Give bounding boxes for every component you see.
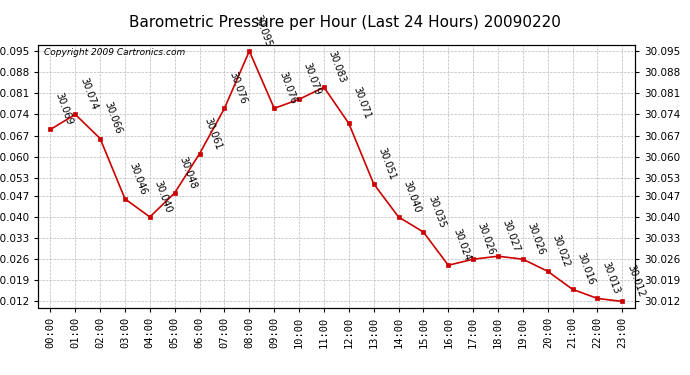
Text: 30.035: 30.035 xyxy=(426,194,447,229)
Text: 30.026: 30.026 xyxy=(526,221,546,256)
Text: 30.040: 30.040 xyxy=(152,179,173,214)
Text: 30.012: 30.012 xyxy=(625,264,646,299)
Text: Barometric Pressure per Hour (Last 24 Hours) 20090220: Barometric Pressure per Hour (Last 24 Ho… xyxy=(129,15,561,30)
Text: Copyright 2009 Cartronics.com: Copyright 2009 Cartronics.com xyxy=(44,48,185,57)
Text: 30.013: 30.013 xyxy=(600,261,621,296)
Text: 30.076: 30.076 xyxy=(227,70,248,106)
Text: 30.069: 30.069 xyxy=(53,92,74,127)
Text: 30.076: 30.076 xyxy=(277,70,298,106)
Text: 30.027: 30.027 xyxy=(501,218,522,254)
Text: 30.040: 30.040 xyxy=(402,179,422,214)
Text: 30.022: 30.022 xyxy=(551,233,571,268)
Text: 30.071: 30.071 xyxy=(352,86,373,121)
Text: 30.016: 30.016 xyxy=(575,252,596,286)
Text: 30.066: 30.066 xyxy=(103,101,124,136)
Text: 30.061: 30.061 xyxy=(202,116,224,151)
Text: 30.083: 30.083 xyxy=(327,50,348,84)
Text: 30.026: 30.026 xyxy=(476,221,497,256)
Text: 30.046: 30.046 xyxy=(128,161,148,196)
Text: 30.095: 30.095 xyxy=(252,13,273,48)
Text: 30.079: 30.079 xyxy=(302,62,323,96)
Text: 30.074: 30.074 xyxy=(78,76,99,112)
Text: 30.024: 30.024 xyxy=(451,227,472,262)
Text: 30.051: 30.051 xyxy=(377,146,397,181)
Text: 30.048: 30.048 xyxy=(177,155,199,190)
